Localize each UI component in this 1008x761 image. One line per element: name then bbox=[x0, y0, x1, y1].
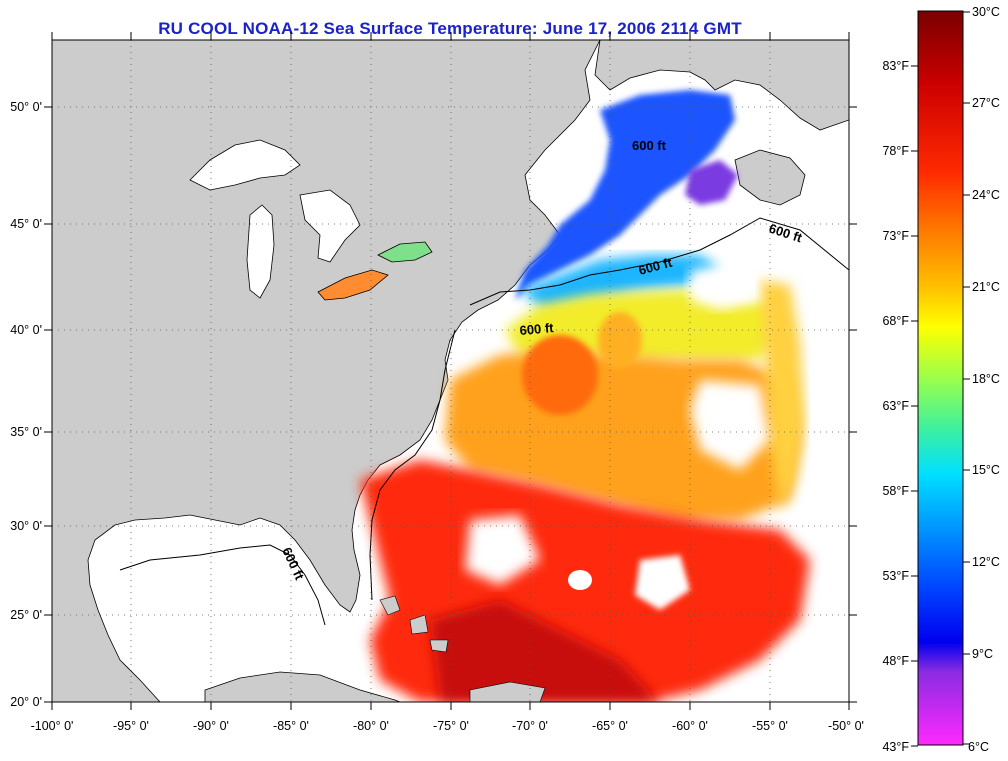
sst-cyan-band bbox=[520, 255, 720, 310]
cb-c-15: 15°C bbox=[972, 463, 1000, 477]
cb-c-30: 30°C bbox=[972, 5, 1000, 19]
sst-cold-north bbox=[515, 90, 735, 300]
cb-c-27: 27°C bbox=[972, 96, 1000, 110]
cloud-patch-3 bbox=[635, 555, 690, 610]
lake-superior bbox=[189, 139, 301, 191]
lon-label-75: -75° 0' bbox=[433, 719, 469, 733]
sst-east-strip bbox=[760, 280, 805, 510]
lat-label-35: 35° 0' bbox=[10, 425, 42, 439]
cb-c-18: 18°C bbox=[972, 372, 1000, 386]
colorbar-celsius-labels: 30°C 27°C 24°C 21°C 18°C 15°C 12°C 9°C 6… bbox=[968, 5, 1000, 754]
sst-darkred-south bbox=[430, 600, 660, 702]
lon-label-60: -60° 0' bbox=[672, 719, 708, 733]
cb-c-6: 6°C bbox=[968, 740, 989, 754]
lake-huron bbox=[299, 189, 361, 263]
isobath-600ft-shelf bbox=[369, 329, 456, 601]
lon-label-80: -80° 0' bbox=[353, 719, 389, 733]
cb-c-9: 9°C bbox=[972, 647, 993, 661]
cloud-patch-5 bbox=[568, 570, 592, 590]
lon-label-100: -100° 0' bbox=[31, 719, 74, 733]
lat-label-40: 40° 0' bbox=[10, 323, 42, 337]
sst-purple-north bbox=[685, 160, 738, 205]
cb-f-68: 68°F bbox=[882, 314, 909, 328]
map-content bbox=[52, 40, 849, 702]
lake-michigan bbox=[246, 204, 275, 299]
lon-label-55: -55° 0' bbox=[752, 719, 788, 733]
lat-label-45: 45° 0' bbox=[10, 217, 42, 231]
isobath-label-1: 600 ft bbox=[632, 138, 667, 153]
cb-f-58: 58°F bbox=[882, 484, 909, 498]
cloud-patch-1 bbox=[690, 380, 770, 470]
sst-eddy-2 bbox=[598, 312, 642, 368]
cloud-patch-2 bbox=[465, 515, 540, 585]
cb-f-43: 43°F bbox=[882, 740, 909, 754]
cb-f-78: 78°F bbox=[882, 144, 909, 158]
cb-f-53: 53°F bbox=[882, 569, 909, 583]
isobath-600ft-gulf bbox=[119, 544, 326, 626]
lake-ontario bbox=[377, 241, 433, 263]
sst-warm-eddy bbox=[522, 335, 598, 415]
lat-label-20: 20° 0' bbox=[10, 695, 42, 709]
lon-label-90: -90° 0' bbox=[193, 719, 229, 733]
cloud-patch-4 bbox=[690, 265, 760, 310]
lat-label-50: 50° 0' bbox=[10, 100, 42, 114]
graticule bbox=[52, 40, 849, 702]
colorbar bbox=[917, 10, 964, 746]
lon-label-70: -70° 0' bbox=[512, 719, 548, 733]
cuba-land bbox=[204, 671, 401, 702]
lon-label-65: -65° 0' bbox=[592, 719, 628, 733]
colorbar-ticks bbox=[911, 11, 970, 747]
labrador-land bbox=[594, 40, 849, 131]
cb-f-48: 48°F bbox=[882, 654, 909, 668]
hispaniola bbox=[469, 681, 546, 702]
cb-f-63: 63°F bbox=[882, 399, 909, 413]
lake-erie bbox=[317, 269, 389, 301]
bahamas bbox=[379, 595, 449, 653]
cb-c-12: 12°C bbox=[972, 555, 1000, 569]
newfoundland-land bbox=[734, 149, 806, 206]
isobath-600ft-atlantic bbox=[469, 217, 849, 306]
lon-label-85: -85° 0' bbox=[273, 719, 309, 733]
lat-label-30: 30° 0' bbox=[10, 519, 42, 533]
cb-f-83: 83°F bbox=[882, 59, 909, 73]
lon-label-50: -50° 0' bbox=[828, 719, 864, 733]
lon-label-95: -95° 0' bbox=[113, 719, 149, 733]
cb-c-21: 21°C bbox=[972, 280, 1000, 294]
map-title: RU COOL NOAA-12 Sea Surface Temperature:… bbox=[158, 19, 742, 38]
axis-ticks bbox=[44, 32, 857, 710]
colorbar-fahrenheit-labels: 83°F 78°F 73°F 68°F 63°F 58°F 53°F 48°F … bbox=[882, 59, 909, 754]
cb-c-24: 24°C bbox=[972, 188, 1000, 202]
cb-f-73: 73°F bbox=[882, 229, 909, 243]
isobath-label-4: 600 ft bbox=[519, 320, 555, 338]
lat-label-25: 25° 0' bbox=[10, 608, 42, 622]
